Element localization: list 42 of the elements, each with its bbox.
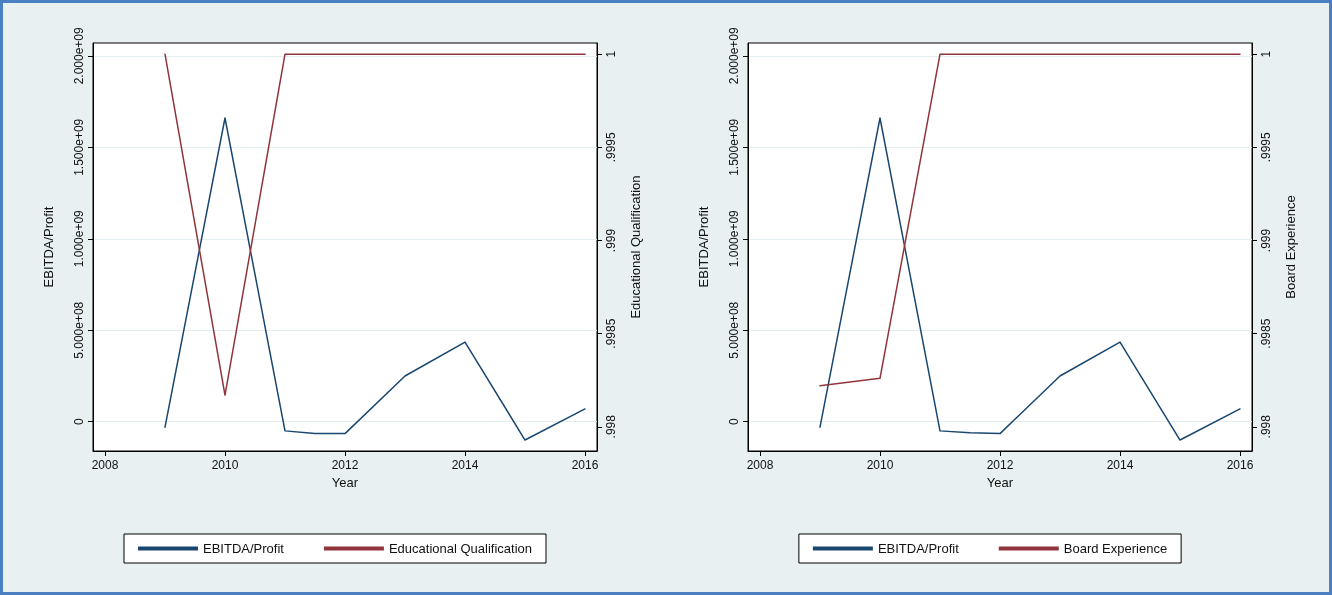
x-tick-label: 2016	[1226, 458, 1254, 472]
x-tick-label: 2012	[331, 458, 359, 472]
y2-axis-title: Educational Qualification	[628, 175, 643, 319]
x-tick-label: 2012	[986, 458, 1014, 472]
y-tick-label: 1.500e+09	[727, 118, 741, 176]
legend-label: Board Experience	[1063, 541, 1168, 556]
x-tick-label: 2010	[211, 458, 239, 472]
y2-tick-label: .998	[604, 414, 618, 439]
y2-tick-label: 1	[604, 50, 618, 58]
y2-tick-label: .999	[1259, 228, 1273, 253]
x-tick-label: 2014	[451, 458, 479, 472]
y-axis-title: EBITDA/Profit	[41, 206, 56, 288]
x-tick-label: 2016	[571, 458, 599, 472]
y2-tick-label: 1	[1259, 50, 1273, 58]
x-tick-label: 2010	[866, 458, 894, 472]
y-tick-label: 5.000e+08	[72, 301, 86, 359]
y-tick-label: 1.500e+09	[72, 118, 86, 176]
x-axis-title: Year	[331, 474, 359, 490]
x-tick-label: 2008	[746, 458, 774, 472]
y-tick-label: 2.000e+09	[727, 26, 741, 85]
y-tick-label: 1.000e+09	[72, 209, 86, 268]
legend-label: EBITDA/Profit	[203, 541, 285, 556]
y2-tick-label: .9995	[1259, 131, 1273, 163]
x-tick-label: 2014	[1106, 458, 1134, 472]
y-tick-label: 0	[727, 418, 741, 426]
y2-tick-label: .9985	[604, 318, 618, 349]
line-series	[819, 117, 1241, 441]
y2-tick-label: .9995	[604, 131, 618, 163]
y-tick-label: 2.000e+09	[72, 26, 86, 85]
y-axis-title: EBITDA/Profit	[696, 206, 711, 288]
y-tick-label: 0	[72, 418, 86, 426]
x-axis-title: Year	[986, 474, 1014, 490]
legend-label: Educational Qualification	[388, 541, 532, 556]
y-tick-label: 5.000e+08	[727, 301, 741, 359]
legend-label: EBITDA/Profit	[877, 541, 960, 556]
y2-tick-label: .998	[1259, 414, 1273, 439]
y-tick-label: 1.000e+09	[727, 209, 741, 268]
line-series	[164, 117, 586, 441]
x-tick-label: 2008	[91, 458, 119, 472]
y2-axis-title: Board Experience	[1283, 195, 1298, 299]
y2-tick-label: .9985	[1259, 318, 1273, 349]
y2-tick-label: .999	[604, 228, 618, 253]
